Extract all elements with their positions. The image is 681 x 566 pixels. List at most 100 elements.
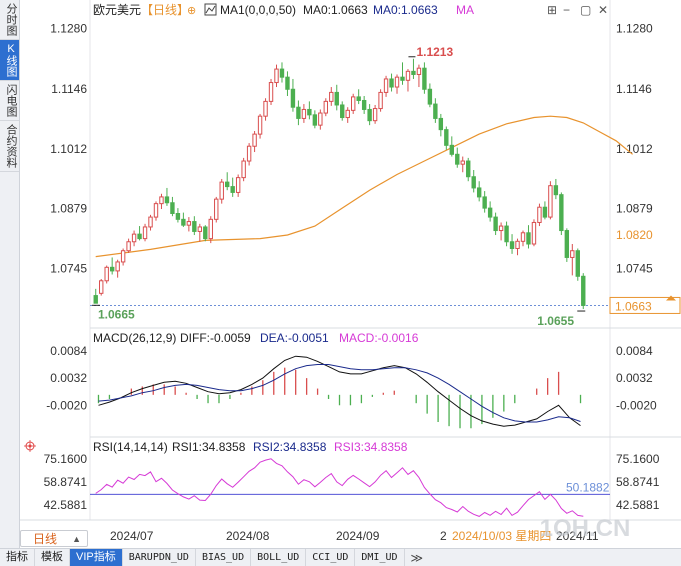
price-axis-ticks: 1.1280 1.1280 1.1146 1.1146 1.1012 1.1012 1.08… [50,22,653,276]
period-select-label: 日线 [33,532,58,546]
candle-body [466,160,471,178]
candle-body [137,233,142,240]
macd-axis-ticks: 0.0084 0.0084 0.0032 0.0032 -0.0020 -0.0020 [46,344,657,412]
rsi-path [95,458,584,517]
period-tag: 【日线】 [141,3,189,17]
candle-body [449,144,454,155]
macd-tick-right: -0.0020 [616,398,657,412]
close-icon[interactable]: ✕ [598,3,608,17]
price-tick-left: 1.0745 [50,262,87,276]
rsi-line [95,458,584,517]
candle-body [274,68,279,84]
tab-barupdn[interactable]: BARUPDN_UD [123,549,196,566]
macd-params: MACD(26,12,9) [93,331,176,345]
current-price-label: 1.0663 [615,299,652,313]
candle-body [553,185,559,196]
low-left-label: 1.0665 [98,307,135,321]
window-controls: ⊞ − ▢ ✕ [547,3,608,17]
candle-body [476,187,482,198]
candle-body [482,196,487,209]
candle-body [175,213,181,220]
tab-kline[interactable]: K线图 [0,40,19,81]
settings-icon[interactable]: ⊕ [187,5,196,17]
candle-body [564,230,570,258]
more-tabs-icon[interactable]: ≫ [410,550,424,565]
candle-body [214,198,219,220]
candle-body [268,82,274,102]
date-tick: 2024/08 [226,529,270,543]
rsi-target-icon[interactable] [24,440,36,452]
tab-vip-indicator[interactable]: VIP指标 [70,549,123,566]
candle-body [312,114,318,126]
tab-cci[interactable]: CCI_UD [306,549,356,566]
grid [20,0,681,521]
candle-body [438,117,444,131]
ma0-value: MA0:1.0663 [303,3,368,17]
tab-bias[interactable]: BIAS_UD [196,549,252,566]
chart-canvas[interactable]: 1.1280 1.1280 1.1146 1.1146 1.1012 1.1012 1.08… [0,0,681,548]
candle-body [115,261,120,272]
candle-body [290,88,296,108]
ma50-path [95,115,633,258]
candle-body [487,207,493,218]
candle-body [301,108,307,119]
candle-body [159,196,164,205]
macd-tick-right: 0.0084 [616,344,653,358]
chevron-up-icon: ▲ [72,534,81,544]
candle-body [575,250,580,277]
tab-contract-info[interactable]: 合约资料 [0,121,19,172]
candle-body [192,221,197,232]
candle-body [542,206,548,218]
candle-body [99,280,104,294]
candle-body [126,241,131,252]
tab-template[interactable]: 模板 [35,549,70,566]
candle-body [389,78,394,88]
symbol-title: 欧元美元 [93,3,141,17]
candle-body [504,225,509,243]
macd-lines [98,355,581,427]
candle-body [460,160,465,165]
maximize-icon[interactable]: ▢ [580,3,591,17]
tab-timeshare[interactable]: 分时图 [0,0,19,40]
candle-body [581,275,586,306]
candle-body [570,250,575,258]
rsi-axis-ticks: 75.1600 75.1600 58.8741 58.8741 42.5881 42.58… [44,452,660,512]
candle-body [340,104,345,119]
candle-body [203,226,208,240]
candle-body [427,88,433,105]
tab-indicator[interactable]: 指标 [0,549,35,566]
layout-icon[interactable]: ⊞ [547,3,557,17]
candle-body [378,91,383,110]
candle-body [531,221,537,245]
candle-body [104,266,109,282]
rsi1-label: RSI1:34.8358 [172,440,246,454]
ma50-line [95,115,633,258]
price-tick-right: 1.0879 [616,202,653,216]
candle-body [142,226,148,240]
rsi-tick-right: 42.5881 [616,498,660,512]
ma-params: MA1(0,0,0,50) [220,3,296,17]
candle-body [186,221,192,226]
price-tick-right: 1.1280 [616,22,653,36]
price-tag-label: 1.0820 [616,228,653,242]
candle-body [509,241,515,249]
tab-dmi[interactable]: DMI_UD [355,549,405,566]
watermark: 1OH.CN [540,515,631,542]
macd-tick-right: 0.0032 [616,371,653,385]
macd-dea-label: DEA:-0.0051 [260,331,329,345]
period-select[interactable]: 日线 ▲ [20,530,88,547]
candle-body [422,67,427,90]
candles [93,58,586,310]
date-tick: 2024/07 [110,529,154,543]
tab-flash[interactable]: 闪电图 [0,81,19,121]
candle-body [433,103,438,119]
tab-boll[interactable]: BOLL_UD [251,549,307,566]
candle-body [131,233,137,243]
rsi2-label: RSI2:34.8358 [253,440,327,454]
candle-body [537,206,542,223]
candle-body [181,218,186,226]
macd-tick-left: -0.0020 [46,398,87,412]
candle-body [515,240,520,249]
minimize-icon[interactable]: − [563,3,570,17]
indicator-icon[interactable] [204,3,217,16]
